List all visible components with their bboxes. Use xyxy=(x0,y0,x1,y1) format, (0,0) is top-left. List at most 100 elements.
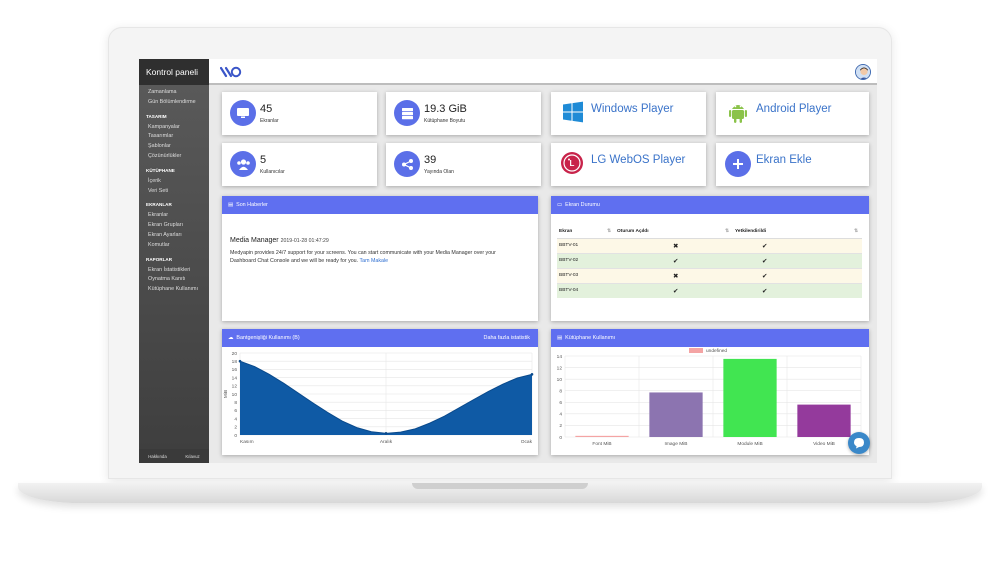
stat-card-online[interactable]: 39 Yayında Olan xyxy=(386,143,541,186)
stat-label: Kullanıcılar xyxy=(260,169,285,175)
sidebar-item-screen-stats[interactable]: Ekran İstatistikleri xyxy=(148,266,191,273)
sidebar-group-library: KÜTÜPHANE xyxy=(146,167,175,173)
screen-status-panel: ▭ Ekran Durumu Ekran ⇅ Oturum Açıldı ⇅ Y… xyxy=(551,196,869,321)
about-link[interactable]: Hakkında xyxy=(148,453,167,459)
table-row[interactable]: BBTV-02 ✔ ✔ xyxy=(557,252,862,268)
logged-in-status: ✔ xyxy=(615,252,733,268)
news-panel-title: Son Haberler xyxy=(236,202,268,208)
x-tick-label: Kasım xyxy=(240,439,254,445)
sidebar-item-content[interactable]: İçerik xyxy=(148,177,161,184)
cloud-icon: ☁ xyxy=(228,335,234,341)
bandwidth-chart: 0 2 4 6 8 10 12 14 16 18 20 Kasım Aralık Ocak MiB xyxy=(223,351,534,445)
drive-icon: ▤ xyxy=(557,335,563,341)
news-body: Medyapin provides 24/7 support for your … xyxy=(230,249,520,266)
newspaper-icon: ▤ xyxy=(228,202,234,208)
screen-name: BBTV-02 xyxy=(557,252,615,268)
laptop-base xyxy=(18,483,982,503)
android-icon xyxy=(729,105,747,123)
table-row[interactable]: BBTV-04 ✔ ✔ xyxy=(557,282,862,298)
monitor-small-icon: ▭ xyxy=(557,202,563,208)
column-header-logged-in[interactable]: Oturum Açıldı ⇅ xyxy=(615,226,733,239)
library-usage-title: Kütüphane Kullanımı xyxy=(565,335,616,341)
sidebar-item-schedule[interactable]: Zamanlama xyxy=(148,89,177,95)
sidebar-group-design: TASARIM xyxy=(146,113,167,119)
data-point xyxy=(384,432,388,435)
legend-label: undefined xyxy=(706,348,727,354)
y-tick-label: 4 xyxy=(234,416,237,422)
column-header-screen[interactable]: Ekran ⇅ xyxy=(557,226,615,239)
sidebar-item-templates[interactable]: Şablonlar xyxy=(148,143,171,150)
column-header-authorized[interactable]: Yetkilendirildi ⇅ xyxy=(733,226,862,239)
news-headline: Media Manager xyxy=(230,237,279,244)
chat-icon xyxy=(854,438,864,449)
app-logo-icon[interactable] xyxy=(220,65,242,79)
android-player-card[interactable]: Android Player xyxy=(716,92,869,135)
bar xyxy=(797,404,851,437)
sidebar-group-screens: EKRANLAR xyxy=(146,202,172,208)
windows-player-card[interactable]: Windows Player xyxy=(551,92,706,135)
sidebar-item-layouts[interactable]: Tasarımlar xyxy=(148,133,174,140)
y-tick-label: 2 xyxy=(559,423,562,429)
sidebar-item-screens[interactable]: Ekranlar xyxy=(148,212,169,219)
add-screen-card[interactable]: Ekran Ekle xyxy=(716,143,869,186)
svg-text:L: L xyxy=(570,159,575,168)
stat-value: 5 xyxy=(260,154,267,166)
screen-name: BBTV-03 xyxy=(557,267,615,283)
sidebar-footer: Hakkında Kılavuz xyxy=(139,449,209,463)
bandwidth-title: Bantgenişliği Kullanımı (B) xyxy=(236,335,300,341)
x-tick-label: Video MiB xyxy=(813,441,835,447)
sidebar-item-resolutions[interactable]: Çözünürlükler xyxy=(148,152,182,159)
y-tick-label: 10 xyxy=(557,377,563,383)
screen: Kontrol paneli Zamanlama Gün Bölümlendir… xyxy=(139,59,877,463)
logged-in-status: ✖ xyxy=(615,267,733,283)
y-tick-label: 8 xyxy=(234,400,237,406)
stat-card-users[interactable]: 5 Kullanıcılar xyxy=(222,143,377,186)
screen-name: BBTV-01 xyxy=(557,237,615,253)
player-label: Ekran Ekle xyxy=(756,154,812,166)
y-tick-label: 0 xyxy=(234,433,237,439)
sidebar-item-screen-groups[interactable]: Ekran Grupları xyxy=(148,222,184,229)
stat-value: 19.3 GiB xyxy=(424,103,467,115)
sidebar-item-commands[interactable]: Komutlar xyxy=(148,241,170,248)
table-row[interactable]: BBTV-03 ✖ ✔ xyxy=(557,267,862,283)
stat-card-screens[interactable]: 45 Ekranlar xyxy=(222,92,377,135)
bar xyxy=(723,358,777,437)
news-panel-header: ▤ Son Haberler xyxy=(222,196,538,214)
share-icon xyxy=(394,151,420,177)
sidebar-item-dayparting[interactable]: Gün Bölümlendirme xyxy=(148,98,196,105)
manual-link[interactable]: Kılavuz xyxy=(185,453,200,459)
lg-webos-player-card[interactable]: L LG WebOS Player xyxy=(551,143,706,186)
sidebar-title[interactable]: Kontrol paneli xyxy=(139,59,209,85)
sidebar-item-proof-of-play[interactable]: Oynatma Kanıtı xyxy=(148,276,186,283)
authorized-status: ✔ xyxy=(733,267,862,283)
library-usage-header: ▤ Kütüphane Kullanımı xyxy=(551,329,869,347)
x-tick-label: Module MiB xyxy=(737,441,762,447)
news-date: 2019-01-28 01:47:29 xyxy=(280,238,329,244)
user-avatar-icon xyxy=(856,65,870,79)
news-title: Media Manager 2019-01-28 01:47:29 xyxy=(230,237,329,244)
avatar[interactable] xyxy=(855,64,871,80)
y-tick-label: 12 xyxy=(232,384,238,390)
stat-card-library-size[interactable]: 19.3 GiB Kütüphane Boyutu xyxy=(386,92,541,135)
more-stats-link[interactable]: Daha fazla istatistik xyxy=(483,335,530,341)
y-tick-label: 14 xyxy=(232,375,238,381)
logged-in-status: ✔ xyxy=(615,282,733,298)
laptop-notch xyxy=(412,483,588,489)
sidebar-item-library-usage[interactable]: Kütüphane Kullanımı xyxy=(148,286,199,293)
y-tick-label: 6 xyxy=(559,400,562,406)
table-row[interactable]: BBTV-01 ✖ ✔ xyxy=(557,237,862,253)
read-more-link[interactable]: Tam Makale xyxy=(359,258,389,265)
bandwidth-panel: ☁ Bantgenişliği Kullanımı (B) Daha fazla… xyxy=(222,329,538,455)
stat-label: Yayında Olan xyxy=(424,169,454,175)
data-point xyxy=(238,359,242,363)
sidebar-item-dataset[interactable]: Veri Seti xyxy=(148,187,169,194)
news-panel: ▤ Son Haberler Media Manager 2019-01-28 0… xyxy=(222,196,538,321)
chat-button[interactable] xyxy=(848,432,870,454)
y-tick-label: 12 xyxy=(557,365,563,371)
stat-label: Ekranlar xyxy=(260,118,279,124)
sidebar-item-campaigns[interactable]: Kampanyalar xyxy=(148,123,180,130)
sidebar-item-screen-settings[interactable]: Ekran Ayarları xyxy=(148,231,182,238)
stat-label: Kütüphane Boyutu xyxy=(424,118,466,124)
authorized-status: ✔ xyxy=(733,237,862,253)
